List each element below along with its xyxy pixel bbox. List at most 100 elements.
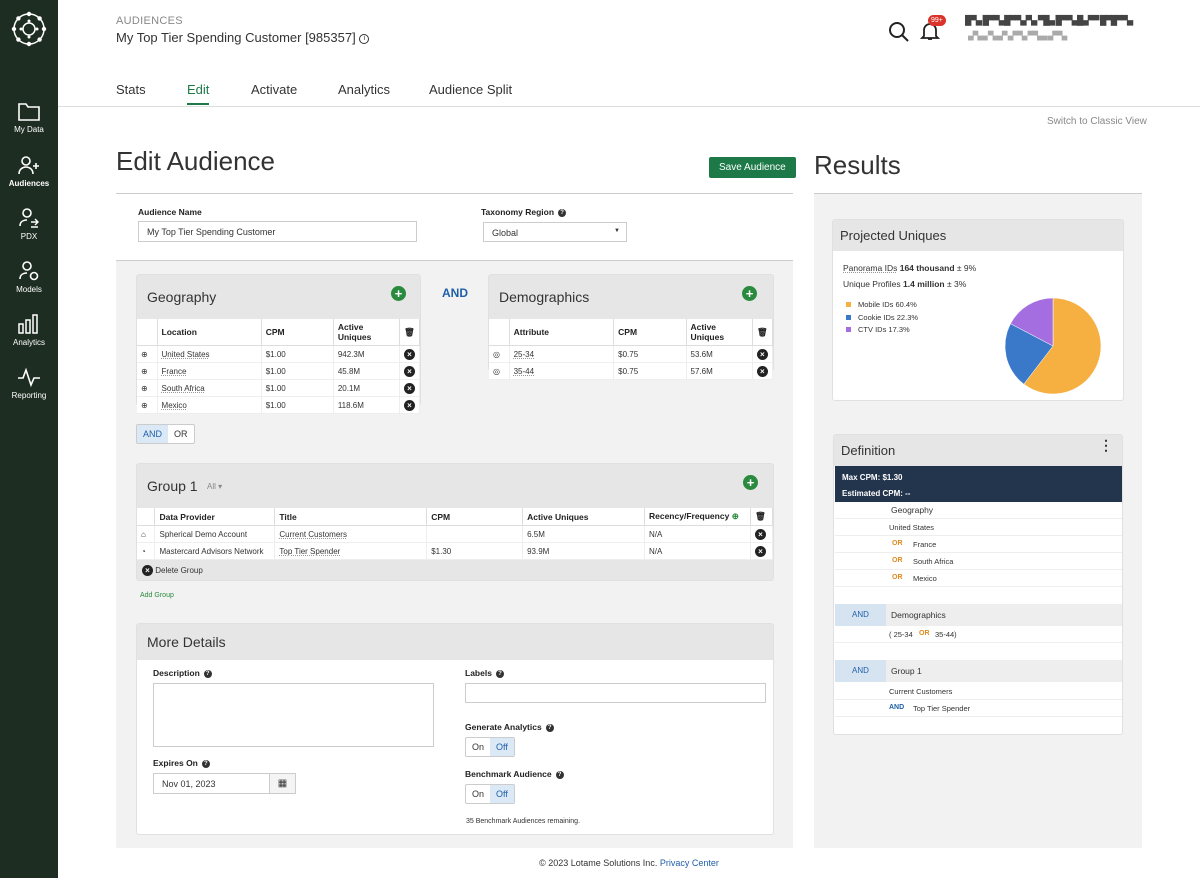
add-demographic-icon[interactable]: +	[742, 286, 757, 301]
save-audience-button[interactable]: Save Audience	[709, 157, 796, 178]
profiles-label: Unique Profiles	[843, 279, 901, 289]
pie-slice-mobile-ids[interactable]	[1023, 297, 1102, 395]
remove-icon[interactable]: ×	[754, 545, 766, 557]
trash-icon[interactable]: 🗑	[750, 508, 774, 526]
taxonomy-region-select[interactable]: Global ▼	[483, 222, 627, 242]
legend-label: Cookie IDs 22.3%	[858, 312, 919, 322]
remove-icon[interactable]: ×	[403, 348, 415, 360]
remove-icon[interactable]: ×	[403, 399, 415, 411]
location-cell[interactable]: South Africa	[157, 379, 262, 397]
info-icon[interactable]: i	[359, 33, 370, 44]
search-icon[interactable]	[888, 21, 910, 46]
panorama-label[interactable]: Panorama IDs	[843, 263, 898, 273]
off-option[interactable]: Off	[490, 738, 514, 756]
column-header[interactable]: Active Uniques	[333, 319, 400, 346]
on-option[interactable]: On	[472, 789, 485, 799]
add-group-item-icon[interactable]: +	[743, 475, 758, 490]
audience-name-input[interactable]: My Top Tier Spending Customer	[138, 221, 417, 242]
location-cell[interactable]: France	[157, 362, 262, 380]
column-header[interactable]: CPM	[426, 508, 524, 526]
and-operator: AND	[889, 704, 905, 711]
remove-icon[interactable]: ×	[403, 382, 415, 394]
labels-input[interactable]	[465, 683, 766, 703]
sidebar-item-pdx[interactable]: PDX	[0, 207, 58, 241]
lotame-logo[interactable]	[11, 11, 47, 47]
column-header[interactable]: Location	[157, 319, 262, 346]
help-icon[interactable]: ?	[201, 759, 210, 768]
calendar-icon[interactable]: ▦	[269, 773, 296, 794]
sidebar-item-my-data[interactable]: My Data	[0, 100, 58, 134]
trash-icon[interactable]: 🗑	[752, 319, 774, 346]
attribute-cell[interactable]: 25-34	[509, 345, 615, 363]
recency-header[interactable]: Recency/Frequency ⊕	[644, 508, 751, 526]
add-group-link[interactable]: Add Group	[140, 592, 174, 599]
help-icon[interactable]: ?	[555, 770, 564, 779]
switch-classic-view-link[interactable]: Switch to Classic View	[1047, 116, 1147, 127]
recency-cell: N/A	[644, 525, 751, 543]
help-icon[interactable]: ?	[495, 669, 504, 678]
tab-audience-split[interactable]: Audience Split	[429, 82, 513, 97]
tab-edit[interactable]: Edit	[187, 82, 210, 105]
pulse-icon	[18, 367, 40, 388]
description-textarea[interactable]	[153, 683, 434, 747]
labels-label: Labels?	[465, 668, 504, 678]
provider-cell: Mastercard Advisors Network	[154, 542, 276, 560]
table-header: Location CPM Active Uniques 🗑	[137, 319, 421, 346]
audience-name-label: Audience Name	[138, 207, 202, 217]
off-option[interactable]: Off	[490, 785, 514, 803]
column-header[interactable]: CPM	[261, 319, 334, 346]
sidebar-item-reporting[interactable]: Reporting	[0, 366, 58, 400]
sidebar-item-audiences[interactable]: Audiences	[0, 154, 58, 188]
demographics-card: Demographics + Attribute CPM Active Uniq…	[488, 274, 774, 380]
account-name[interactable]: █▀▄ █▀▀▄█▀▀▄▀▄ ▀█▄ █▀▀▄█▄▀▀ █▀█▀▀▄	[965, 15, 1133, 25]
help-icon[interactable]: ?	[203, 669, 212, 678]
location-cell[interactable]: United States	[157, 345, 262, 363]
delete-group-button[interactable]: × Delete Group	[142, 565, 203, 576]
attribute-cell[interactable]: 35-44	[509, 362, 615, 380]
column-header[interactable]: Attribute	[509, 319, 615, 346]
sidebar-item-analytics[interactable]: Analytics	[0, 313, 58, 347]
sidebar-item-models[interactable]: Models	[0, 260, 58, 294]
tab-stats[interactable]: Stats	[116, 82, 146, 97]
provider-icon: ⌂	[137, 525, 156, 543]
remove-icon[interactable]: ×	[403, 365, 415, 377]
privacy-center-link[interactable]: Privacy Center	[659, 858, 719, 868]
add-circle-icon[interactable]: ⊕	[731, 511, 739, 521]
remove-icon[interactable]: ×	[756, 365, 768, 377]
column-header[interactable]: Active Uniques	[522, 508, 645, 526]
title-cell[interactable]: Top Tier Spender	[274, 542, 428, 560]
benchmark-audience-toggle[interactable]: On Off	[465, 784, 515, 804]
column-header[interactable]: Title	[274, 508, 428, 526]
on-option[interactable]: On	[472, 742, 485, 752]
tab-activate[interactable]: Activate	[251, 82, 298, 97]
column-header[interactable]: CPM	[613, 319, 687, 346]
projected-uniques-header: Projected Uniques	[833, 220, 1123, 251]
expires-date-input[interactable]: Nov 01, 2023	[153, 773, 270, 794]
help-icon[interactable]: ?	[558, 208, 567, 217]
expires-label: Expires On?	[153, 758, 210, 768]
more-options-icon[interactable]: ⋮	[1099, 437, 1113, 453]
add-geography-icon[interactable]: +	[391, 286, 406, 301]
title-cell[interactable]: Current Customers	[274, 525, 428, 543]
delete-group-label: Delete Group	[155, 566, 203, 575]
help-icon[interactable]: ?	[545, 723, 554, 732]
legend-swatch	[846, 327, 851, 332]
column-header[interactable]: Active Uniques	[686, 319, 753, 346]
pie-slice-ctv-ids[interactable]	[1010, 297, 1054, 347]
account-subtitle: ▄▀▄▄ ▀▄▄▀ ▄▀▀▄ ▀▀▄▄ ▄▀▀▄	[968, 31, 1067, 40]
trash-icon[interactable]: 🗑	[399, 319, 421, 346]
remove-icon[interactable]: ×	[754, 528, 766, 540]
remove-icon[interactable]: ×	[756, 348, 768, 360]
group-filter-dropdown[interactable]: All ▾	[207, 482, 223, 491]
location-cell[interactable]: Mexico	[157, 396, 262, 414]
tab-analytics[interactable]: Analytics	[338, 82, 391, 97]
pie-slice-cookie-ids[interactable]	[1004, 323, 1054, 385]
uniques-cell: 57.6M	[686, 362, 753, 380]
folder-icon	[18, 103, 40, 121]
and-or-toggle[interactable]: AND OR	[136, 424, 195, 444]
globe-icon: ⊕	[137, 362, 158, 380]
and-option[interactable]: AND	[137, 425, 169, 443]
generate-analytics-toggle[interactable]: On Off	[465, 737, 515, 757]
column-header[interactable]: Data Provider	[154, 508, 276, 526]
or-option[interactable]: OR	[174, 429, 188, 439]
